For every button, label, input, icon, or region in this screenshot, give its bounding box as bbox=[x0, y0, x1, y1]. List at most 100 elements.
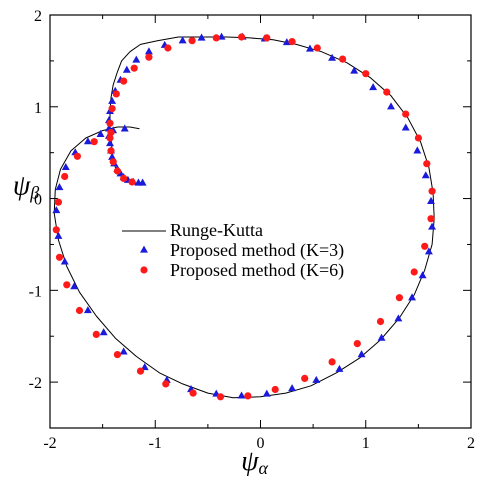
k3-point bbox=[116, 169, 125, 177]
y-tick-label: 1 bbox=[34, 100, 42, 117]
k3-point bbox=[427, 196, 435, 204]
legend: Runge-Kutta Proposed method (K=3) Propos… bbox=[122, 220, 344, 281]
k6-point bbox=[120, 77, 128, 85]
k3-point bbox=[61, 162, 70, 170]
k3-point bbox=[357, 350, 366, 358]
k3-point bbox=[288, 384, 297, 392]
proposed-k3-series bbox=[52, 32, 437, 399]
k3-point bbox=[55, 183, 64, 191]
k3-point bbox=[119, 347, 128, 355]
k6-point bbox=[107, 147, 115, 155]
x-tick-label: -2 bbox=[43, 435, 56, 452]
k3-point bbox=[335, 364, 344, 372]
k3-point bbox=[52, 206, 61, 214]
k6-point bbox=[92, 330, 100, 338]
k6-point bbox=[263, 34, 271, 42]
k3-point bbox=[262, 389, 271, 397]
k6-point bbox=[362, 70, 370, 78]
k3-point bbox=[197, 33, 206, 41]
k3-point bbox=[282, 38, 291, 46]
x-axis-label: ψα bbox=[241, 446, 268, 478]
k6-point bbox=[162, 380, 170, 388]
k6-point bbox=[130, 64, 138, 72]
k3-point bbox=[377, 333, 386, 341]
runge-kutta-series bbox=[53, 36, 435, 399]
k6-point bbox=[395, 294, 403, 302]
k3-point bbox=[96, 129, 105, 137]
k3-point bbox=[237, 391, 246, 399]
k3-point bbox=[144, 47, 153, 55]
k6-point bbox=[52, 226, 60, 234]
k3-point bbox=[60, 257, 69, 265]
x-axis-label-sub: α bbox=[258, 458, 268, 478]
k6-point bbox=[414, 134, 422, 142]
k3-point bbox=[394, 314, 403, 322]
k6-point bbox=[128, 178, 136, 186]
k3-point bbox=[70, 282, 79, 290]
x-axis-label-base: ψ bbox=[241, 446, 259, 477]
k3-point bbox=[312, 375, 321, 383]
k6-point bbox=[73, 152, 81, 160]
k3-point bbox=[132, 55, 141, 63]
y-axis-label-base: ψ bbox=[13, 171, 31, 202]
k6-point bbox=[238, 33, 246, 41]
y-tick-label: 2 bbox=[34, 8, 42, 25]
legend-circle-swatch bbox=[140, 266, 148, 274]
k6-point bbox=[313, 44, 321, 52]
k6-point bbox=[428, 187, 436, 195]
k6-point bbox=[244, 392, 252, 400]
k3-point bbox=[421, 171, 430, 179]
k3-point bbox=[54, 231, 63, 239]
k6-point bbox=[402, 110, 410, 118]
k6-point bbox=[353, 340, 361, 348]
k3-point bbox=[122, 65, 131, 73]
k6-point bbox=[410, 268, 418, 276]
tick-marks bbox=[49, 14, 472, 429]
k6-point bbox=[75, 306, 84, 315]
k6-point bbox=[301, 374, 309, 382]
tick-labels: -2 -1 0 1 2 -2 -1 0 1 2 bbox=[29, 8, 475, 452]
y-axis-label: ψβ bbox=[13, 171, 39, 203]
k6-point bbox=[216, 393, 225, 401]
y-tick-label: 0 bbox=[34, 192, 42, 209]
k3-point bbox=[108, 152, 117, 160]
k6-point bbox=[106, 119, 114, 127]
k3-point bbox=[328, 53, 337, 61]
k6-point bbox=[383, 88, 391, 96]
k6-point bbox=[61, 172, 69, 181]
y-axis-label-sub: β bbox=[29, 183, 39, 203]
k6-point bbox=[271, 385, 279, 394]
k3-point bbox=[83, 306, 92, 314]
k3-point bbox=[99, 328, 108, 336]
plot-frame bbox=[49, 14, 472, 429]
k6-point bbox=[120, 174, 128, 182]
k6-point bbox=[288, 38, 296, 46]
k6-point bbox=[189, 389, 197, 397]
k6-point bbox=[112, 90, 120, 98]
k6-point bbox=[113, 167, 121, 175]
k3-point bbox=[369, 83, 378, 91]
y-tick-label: -1 bbox=[29, 283, 42, 300]
k3-point bbox=[408, 293, 417, 301]
k6-point bbox=[63, 281, 71, 289]
k6-point bbox=[376, 317, 385, 326]
k3-point bbox=[306, 44, 314, 52]
legend-label-runge-kutta: Runge-Kutta bbox=[170, 220, 263, 240]
legend-label-k3: Proposed method (K=3) bbox=[170, 240, 344, 261]
k6-point bbox=[108, 105, 116, 113]
x-tick-label: 2 bbox=[467, 435, 475, 452]
k6-point bbox=[188, 37, 196, 45]
k6-point bbox=[164, 44, 172, 52]
k3-point bbox=[108, 96, 117, 104]
legend-label-k6: Proposed method (K=6) bbox=[170, 260, 344, 281]
k6-point bbox=[423, 160, 431, 168]
x-tick-label: 0 bbox=[257, 435, 265, 452]
k6-point bbox=[55, 253, 64, 261]
k6-point bbox=[107, 128, 115, 137]
k3-point bbox=[178, 36, 187, 44]
k3-point bbox=[120, 124, 129, 132]
k3-point bbox=[418, 271, 427, 279]
k6-point bbox=[106, 134, 114, 142]
k3-point bbox=[106, 139, 114, 147]
